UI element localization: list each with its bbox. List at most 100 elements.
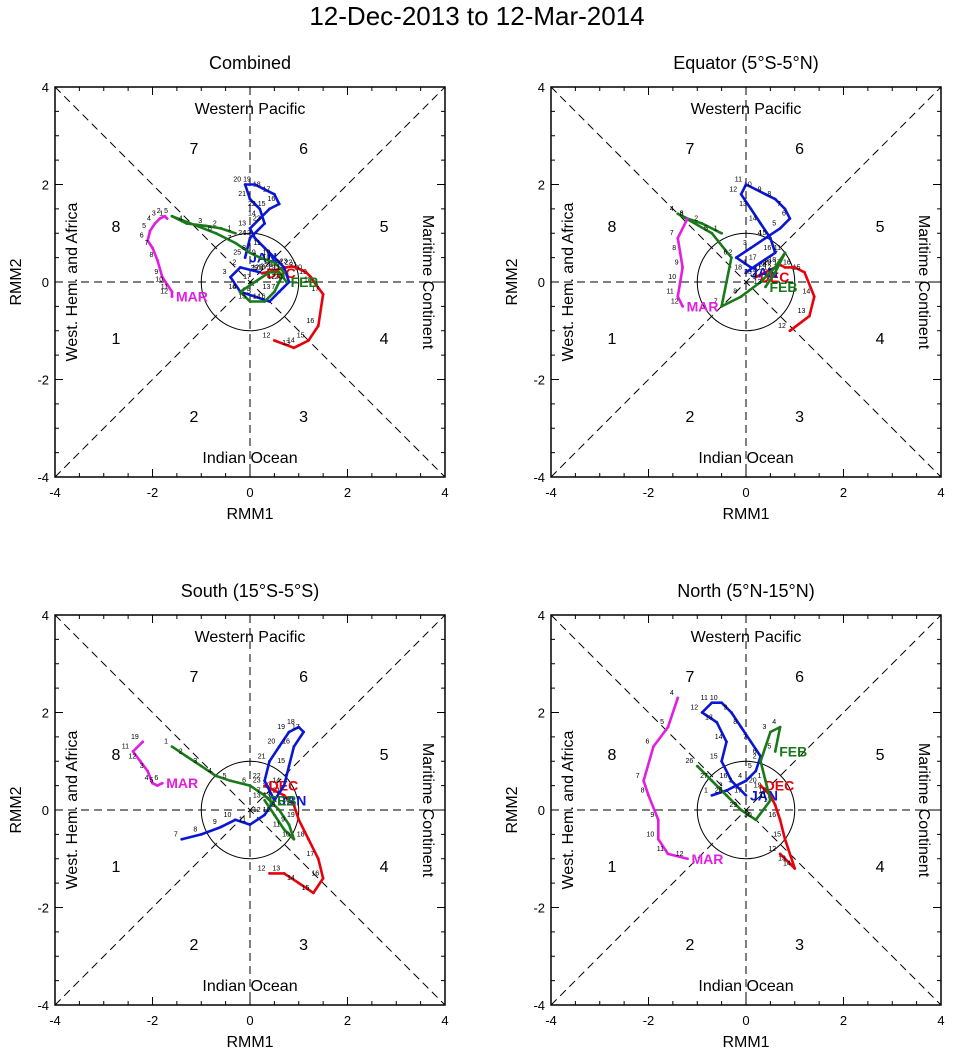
- day-label: 11: [273, 822, 280, 829]
- y-axis-label: RMM2: [8, 786, 25, 833]
- day-point: [783, 265, 787, 269]
- day-point: [253, 280, 257, 284]
- day-label: 8: [271, 802, 275, 809]
- day-label: 11: [701, 695, 708, 702]
- day-label: 21: [258, 753, 266, 760]
- day-label: 10: [155, 276, 163, 283]
- day-label: 5: [164, 208, 168, 215]
- day-point: [292, 837, 296, 841]
- day-point: [170, 290, 174, 294]
- day-label: 6: [782, 211, 786, 218]
- day-point: [739, 808, 743, 812]
- day-point: [739, 192, 743, 196]
- day-label: 4: [758, 230, 762, 237]
- day-point: [720, 231, 724, 235]
- day-point: [243, 256, 247, 260]
- day-label: 14: [272, 778, 280, 785]
- phase-number: 6: [299, 669, 308, 686]
- day-label: 10: [263, 250, 271, 257]
- day-point: [229, 275, 232, 279]
- y-tick-label: 0: [538, 275, 545, 290]
- day-point: [314, 283, 318, 286]
- day-label: 9: [213, 819, 217, 826]
- day-point: [302, 730, 306, 734]
- day-label: 8: [767, 191, 771, 198]
- day-point: [734, 784, 738, 788]
- day-label: 22: [253, 773, 261, 780]
- day-point: [185, 222, 189, 225]
- day-point: [321, 292, 325, 296]
- day-point: [214, 774, 218, 778]
- day-point: [277, 270, 281, 274]
- day-point: [268, 871, 271, 875]
- day-point: [768, 798, 772, 802]
- day-point: [282, 270, 286, 274]
- day-point: [773, 270, 777, 274]
- day-point: [759, 280, 763, 284]
- phase-number: 6: [795, 669, 804, 686]
- day-point: [744, 183, 748, 186]
- day-point: [263, 813, 267, 817]
- trajectory-feb: [170, 214, 288, 303]
- day-label: 13: [778, 856, 786, 863]
- day-point: [710, 701, 714, 705]
- day-point: [651, 745, 655, 749]
- day-label: 26: [265, 262, 273, 269]
- day-point: [764, 779, 767, 783]
- day-label: 2: [213, 220, 217, 227]
- day-label: 12: [160, 289, 168, 296]
- day-label: 28: [715, 787, 723, 794]
- day-label: 7: [714, 298, 718, 305]
- day-label: 16: [768, 812, 776, 819]
- day-point: [258, 207, 262, 211]
- day-label: 9: [252, 250, 256, 257]
- day-point: [759, 273, 763, 277]
- day-point: [299, 268, 303, 272]
- day-label: 2: [728, 250, 732, 257]
- day-label: 15: [793, 264, 801, 271]
- unit-circle: [200, 232, 300, 332]
- day-label: 16: [228, 284, 236, 291]
- phase-number: 3: [795, 409, 804, 426]
- day-label: 12: [763, 264, 771, 271]
- day-label: 5: [772, 220, 776, 227]
- day-label: 9: [758, 186, 762, 193]
- x-tick-label: -2: [147, 485, 159, 500]
- day-point: [263, 187, 267, 191]
- day-point: [316, 324, 320, 328]
- day-label: 5: [767, 744, 771, 751]
- day-label: 12: [729, 186, 737, 193]
- day-point: [700, 222, 704, 225]
- x-tick-label: -4: [49, 1013, 61, 1028]
- day-label: 13: [739, 201, 747, 208]
- day-label: 9: [276, 259, 280, 266]
- region-label-left: West. Hem. and Africa: [64, 202, 81, 361]
- day-label: 12: [778, 323, 786, 330]
- day-label: 15: [297, 333, 305, 340]
- day-point: [764, 789, 767, 792]
- day-point: [759, 759, 763, 763]
- y-tick-label: 4: [42, 80, 49, 95]
- y-tick-label: 4: [42, 608, 49, 623]
- y-tick-label: -2: [533, 373, 545, 388]
- day-label: 7: [145, 240, 149, 247]
- x-tick-label: -2: [643, 485, 655, 500]
- day-label: 12: [129, 753, 137, 760]
- day-label: 26: [685, 758, 693, 765]
- day-label: 10: [744, 181, 752, 188]
- day-point: [258, 217, 262, 221]
- day-label: 19: [754, 783, 762, 790]
- day-point: [676, 212, 680, 216]
- day-label: 13: [282, 340, 290, 347]
- panel-north: North (5°N-15°N) -4-4 -2 -2 0 0 2 2 4 4 RMM1 RMM2 W…: [504, 581, 945, 1051]
- day-point: [263, 793, 267, 797]
- day-label: 12: [263, 807, 271, 814]
- day-label: 22: [248, 201, 256, 208]
- region-label-right: Maritime Continent: [915, 743, 932, 878]
- day-point: [282, 828, 286, 831]
- day-label: 11: [253, 240, 260, 247]
- day-label: 1: [743, 259, 747, 266]
- day-point: [666, 725, 670, 729]
- day-point: [307, 837, 310, 841]
- day-point: [773, 265, 777, 269]
